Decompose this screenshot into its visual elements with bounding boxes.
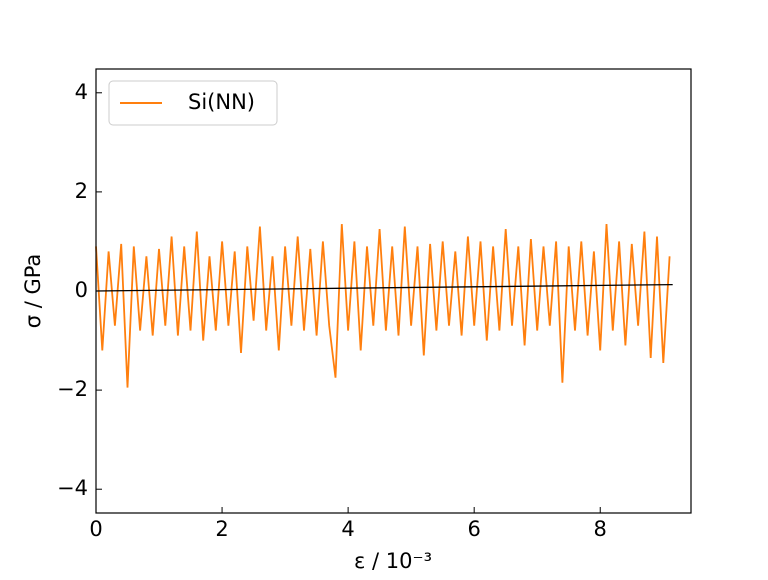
line — [95, 224, 671, 388]
y-tick-label: 0 — [75, 278, 88, 302]
y-tick-label: −2 — [57, 377, 88, 401]
legend-label: Si(NN) — [188, 90, 255, 114]
y-tick-label: 4 — [75, 80, 88, 104]
x-tick-label: 0 — [89, 517, 102, 541]
legend-box — [108, 80, 278, 126]
x-tick-label: 4 — [341, 517, 354, 541]
x-tick-label: 2 — [215, 517, 228, 541]
y-axis-label: σ / GPa — [21, 254, 45, 329]
x-axis-label: ε / 10⁻³ — [354, 549, 432, 573]
x-tick-label: 6 — [467, 517, 480, 541]
plot-frame — [95, 68, 692, 514]
y-tick-label: −4 — [57, 476, 88, 500]
y-tick-label: 2 — [75, 179, 88, 203]
x-tick-label: 8 — [594, 517, 607, 541]
line — [95, 283, 673, 292]
